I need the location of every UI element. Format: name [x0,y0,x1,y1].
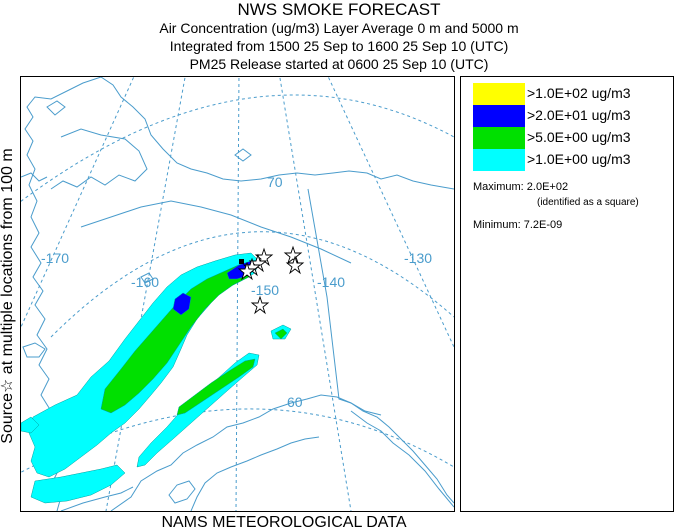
grid-line [21,77,135,328]
coast-panhandle [350,410,454,508]
legend-swatch [473,83,525,105]
forecast-title: NWS SMOKE FORECAST [237,0,441,19]
coast-island-c [46,100,66,116]
coast-island-a [140,272,154,284]
lon-label-170: -170 [41,250,69,266]
coast-north-slope [100,77,454,190]
fire-source-star [283,245,303,265]
coast-south-alaska [110,394,454,511]
legend-item-label: >5.0E+00 ug/m3 [527,129,631,145]
legend-swatch [473,149,525,171]
smoke-level-1e [30,464,126,504]
fire-source-star [250,295,270,315]
legend-swatch [473,127,525,149]
legend-swatch [473,105,525,127]
border-line-141w [307,188,382,416]
smoke-level-2 [100,262,254,414]
fire-source-star [285,255,305,275]
meteorological-data-label: NAMS METEOROLOGICAL DATA [161,514,407,531]
legend-item-label: >2.0E+01 ug/m3 [527,107,631,123]
source-location-label: Source☆ at multiple locations from 100 m [0,148,16,444]
coast-cook-inlet [190,436,320,511]
grid-line [279,77,352,511]
coast-st-lawrence [22,342,46,358]
lon-label-140: -140 [317,274,345,290]
smoke-level-2c [274,328,288,340]
international-border [307,188,382,416]
smoke-level-1c [21,416,40,434]
smoke-map: -170 -160 -150 -140 -130 70 60 [20,76,455,512]
graticule [21,77,454,511]
fire-sources [237,245,305,315]
legend-item-label: >1.0E+02 ug/m3 [527,85,631,101]
lat-label-60: 60 [287,394,303,410]
smoke-plume [21,252,292,504]
grid-line [21,408,454,473]
forecast-subtitle-release: PM25 Release started at 0600 25 Sep 10 (… [189,56,489,72]
coast-inland-river [80,200,352,264]
fire-source-star [237,261,257,281]
forecast-subtitle-concentration: Air Concentration (ug/m3) Layer Average … [159,20,519,36]
smoke-level-2b [176,358,256,416]
forecast-subtitle-integration: Integrated from 1500 25 Sep to 1600 25 S… [169,38,509,54]
lon-label-130: -130 [404,250,432,266]
map-labels: -170 -160 -150 -140 -130 70 60 [41,174,432,410]
lon-label-160: -160 [131,274,159,290]
grid-line [21,94,454,202]
grid-line [50,231,454,338]
legend-minimum: Minimum: 7.2E-09 [473,219,563,231]
legend-item-label: >1.0E+00 ug/m3 [527,151,631,167]
coast-bay-west [21,172,48,182]
coast-island-b [234,148,252,162]
lon-label-150: -150 [251,282,279,298]
coastlines [21,77,454,511]
lat-label-70: 70 [267,174,283,190]
coast-alaska-peninsula [60,486,134,511]
grid-line [327,77,454,348]
coast-kodiak [168,480,196,504]
maximum-marker-square [239,259,244,264]
smoke-level-3b [172,292,192,316]
grid-line [235,77,240,511]
smoke-map-canvas: -170 -160 -150 -140 -130 70 60 [21,77,454,511]
legend-panel: >1.0E+02 ug/m3 >2.0E+01 ug/m3 >5.0E+00 u… [460,76,674,512]
coast-norton-sound [50,128,148,190]
grid-line [105,77,186,511]
legend-maximum: Maximum: 2.0E+02 [473,181,569,193]
legend-maximum-note: (identified as a square) [537,197,639,208]
